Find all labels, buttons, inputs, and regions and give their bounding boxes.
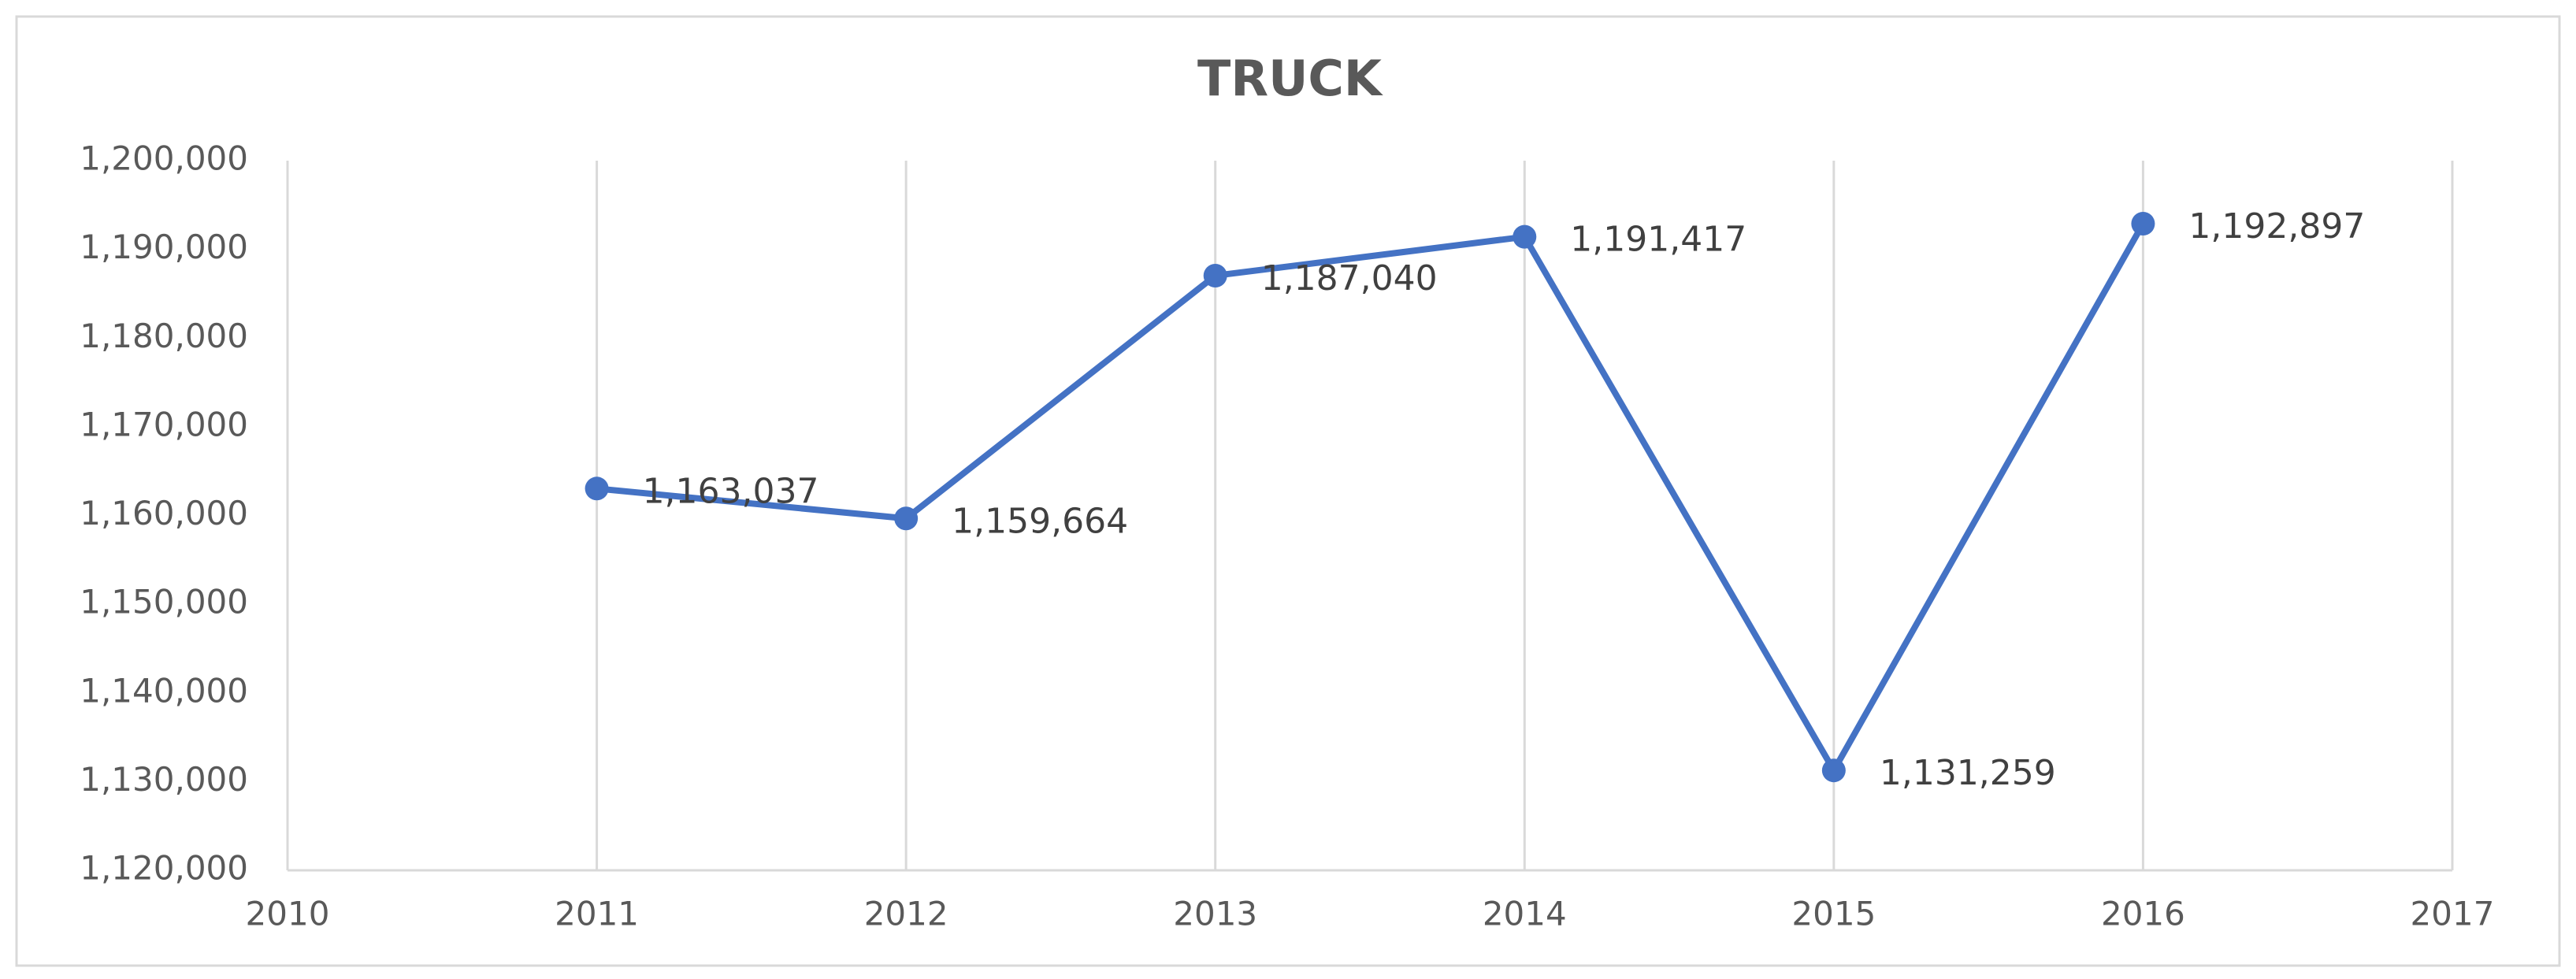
x-tick-label: 2016 <box>2101 895 2185 933</box>
x-tick-label: 2012 <box>864 895 948 933</box>
y-tick-label: 1,200,000 <box>80 139 248 178</box>
y-tick-label: 1,170,000 <box>80 405 248 443</box>
data-point <box>585 477 609 501</box>
y-tick-label: 1,190,000 <box>80 228 248 266</box>
data-point <box>1821 758 1846 783</box>
y-tick-label: 1,180,000 <box>80 317 248 355</box>
x-tick-label: 2014 <box>1483 895 1567 933</box>
data-point <box>2131 211 2155 235</box>
x-tick-label: 2010 <box>246 895 330 933</box>
data-point <box>1513 224 1537 249</box>
y-tick-label: 1,130,000 <box>80 760 248 799</box>
data-point <box>1203 263 1227 287</box>
x-tick-label: 2011 <box>555 895 639 933</box>
x-tick-label: 2017 <box>2411 895 2495 933</box>
data-label: 1,163,037 <box>643 471 819 511</box>
y-tick-label: 1,150,000 <box>80 583 248 621</box>
y-tick-label: 1,120,000 <box>80 849 248 888</box>
chart-border <box>15 15 2561 967</box>
y-tick-label: 1,140,000 <box>80 671 248 710</box>
data-label: 1,191,417 <box>1570 220 1746 260</box>
chart-title: TRUCK <box>1197 50 1383 107</box>
series-line <box>596 222 2146 774</box>
data-label: 1,192,897 <box>2188 206 2365 247</box>
x-tick-label: 2015 <box>1791 895 1876 933</box>
data-label: 1,131,259 <box>1880 753 2056 793</box>
data-label: 1,159,664 <box>952 501 1128 541</box>
data-label: 1,187,040 <box>1261 258 1438 299</box>
y-tick-label: 1,160,000 <box>80 494 248 532</box>
x-tick-label: 2013 <box>1173 895 1257 933</box>
data-point <box>894 506 919 531</box>
